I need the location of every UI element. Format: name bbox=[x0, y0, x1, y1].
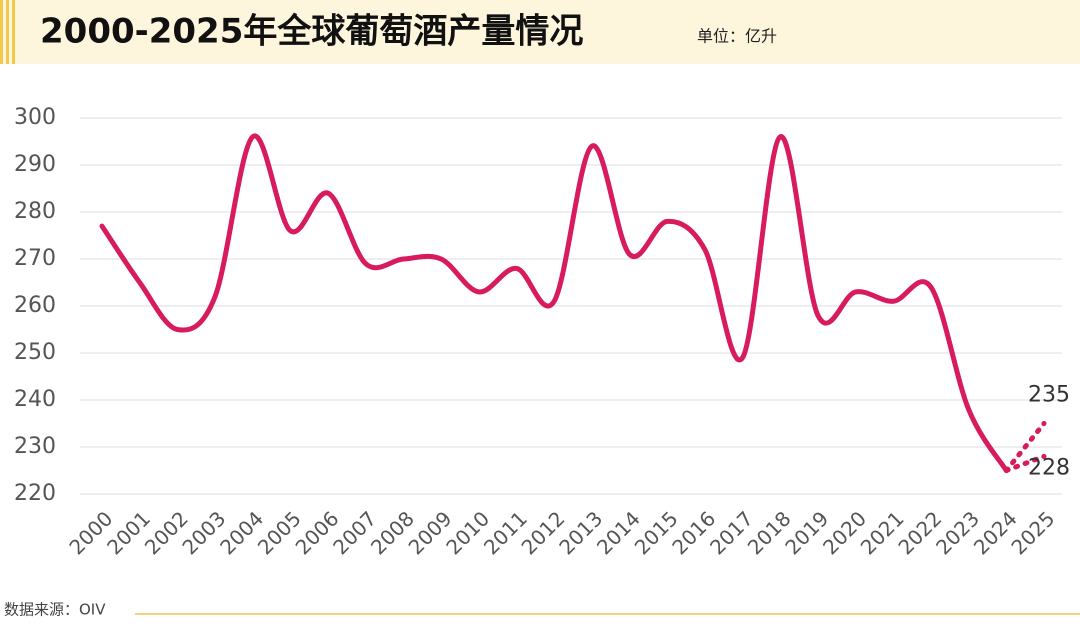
x-tick-label: 2004 bbox=[215, 506, 268, 559]
x-tick-label: 2000 bbox=[64, 506, 117, 559]
x-tick-label: 2005 bbox=[253, 506, 306, 559]
x-tick-label: 2014 bbox=[592, 506, 645, 559]
x-tick-label: 2013 bbox=[554, 506, 607, 559]
x-tick-label: 2019 bbox=[780, 506, 833, 559]
y-tick-label: 290 bbox=[14, 152, 56, 177]
x-tick-label: 2020 bbox=[818, 506, 871, 559]
x-tick-label: 2015 bbox=[630, 506, 683, 559]
title-stripe bbox=[12, 0, 15, 64]
y-tick-label: 240 bbox=[14, 387, 56, 412]
x-tick-label: 2012 bbox=[517, 506, 570, 559]
x-tick-label: 2016 bbox=[667, 506, 720, 559]
x-tick-label: 2002 bbox=[140, 506, 193, 559]
x-tick-label: 2021 bbox=[856, 506, 909, 559]
x-tick-label: 2011 bbox=[479, 506, 532, 559]
x-tick-label: 2010 bbox=[441, 506, 494, 559]
y-tick-label: 300 bbox=[14, 105, 56, 130]
x-tick-label: 2025 bbox=[1006, 506, 1059, 559]
title-band bbox=[0, 0, 1080, 64]
dashed-line bbox=[1003, 421, 1047, 473]
source-label: 数据来源：OIV bbox=[4, 601, 106, 619]
x-tick-label: 2023 bbox=[931, 506, 984, 559]
x-tick-label: 2006 bbox=[291, 506, 344, 559]
y-tick-label: 220 bbox=[14, 481, 56, 506]
x-tick-label: 2018 bbox=[743, 506, 796, 559]
x-tick-label: 2007 bbox=[328, 506, 381, 559]
x-tick-label: 2017 bbox=[705, 506, 758, 559]
data-label: 235 bbox=[1028, 383, 1070, 408]
x-tick-label: 2003 bbox=[177, 506, 230, 559]
y-tick-label: 260 bbox=[14, 293, 56, 318]
x-tick-label: 2008 bbox=[366, 506, 419, 559]
title-stripe bbox=[0, 0, 3, 64]
y-tick-label: 230 bbox=[14, 434, 56, 459]
y-tick-label: 270 bbox=[14, 246, 56, 271]
title-stripe bbox=[6, 0, 9, 64]
line bbox=[99, 133, 1009, 473]
x-tick-label: 2024 bbox=[969, 506, 1022, 559]
x-tick-label: 2001 bbox=[102, 506, 155, 559]
dashed-line bbox=[1003, 453, 1047, 473]
y-tick-label: 280 bbox=[14, 199, 56, 224]
x-tick-label: 2009 bbox=[404, 506, 457, 559]
y-tick-label: 250 bbox=[14, 340, 56, 365]
unit-label: 单位：亿升 bbox=[697, 27, 777, 46]
x-tick-label: 2022 bbox=[893, 506, 946, 559]
chart-title: 2000-2025年全球葡萄酒产量情况 bbox=[40, 12, 583, 52]
data-label: 228 bbox=[1028, 455, 1070, 480]
